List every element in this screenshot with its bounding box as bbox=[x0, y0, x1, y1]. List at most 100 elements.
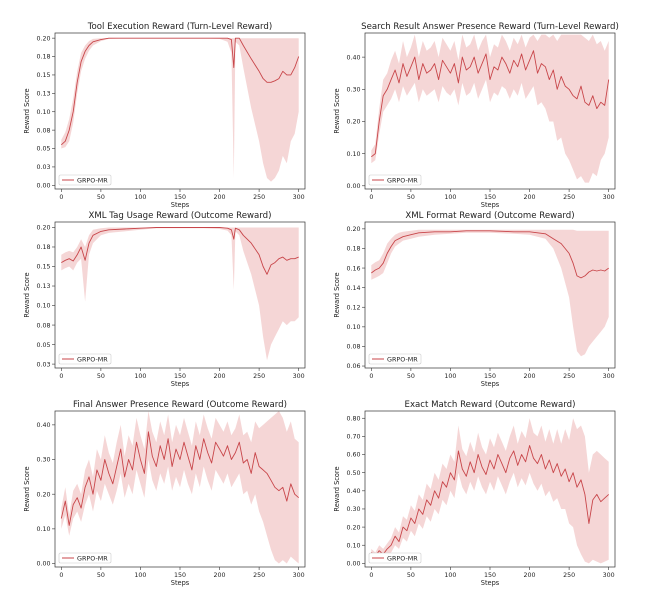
confidence-band bbox=[61, 38, 299, 182]
x-tick-label: 200 bbox=[524, 194, 536, 201]
y-tick-label: 0.05 bbox=[36, 146, 50, 153]
confidence-band bbox=[371, 34, 609, 183]
y-tick-label: 0.10 bbox=[346, 324, 360, 331]
legend-box bbox=[58, 174, 112, 186]
chart-panel: 0 50 100 150 200 250 300 0.00 0.10 0.20 0.30 0.40 Fi… bbox=[23, 400, 306, 587]
y-tick-label: 0.60 bbox=[346, 452, 360, 459]
legend-label: GRPO-MR bbox=[77, 554, 108, 562]
x-tick-label: 100 bbox=[444, 194, 456, 201]
confidence-band bbox=[61, 227, 299, 361]
y-axis-label: Reward Score bbox=[23, 272, 31, 317]
series-line bbox=[371, 230, 609, 279]
y-tick-label: 0.20 bbox=[36, 35, 50, 42]
legend-box bbox=[58, 353, 112, 365]
legend: GRPO-MR bbox=[368, 552, 422, 564]
x-axis-label: Steps bbox=[481, 201, 500, 209]
y-tick-label: 0.05 bbox=[36, 342, 50, 349]
x-tick-label: 300 bbox=[293, 572, 305, 579]
y-tick-label: 0.20 bbox=[36, 491, 50, 498]
x-tick-label: 200 bbox=[214, 373, 226, 380]
x-tick-label: 300 bbox=[603, 572, 615, 579]
y-tick-label: 0.10 bbox=[36, 526, 50, 533]
x-tick-label: 50 bbox=[407, 572, 415, 579]
x-tick-label: 200 bbox=[214, 194, 226, 201]
x-tick-label: 100 bbox=[444, 572, 456, 579]
y-tick-label: 0.00 bbox=[346, 561, 360, 568]
legend: GRPO-MR bbox=[58, 353, 112, 365]
x-tick-label: 300 bbox=[603, 194, 615, 201]
y-tick-label: 0.10 bbox=[36, 303, 50, 310]
x-tick-label: 0 bbox=[369, 373, 373, 380]
y-tick-label: 0.30 bbox=[346, 86, 360, 93]
series-line bbox=[60, 37, 300, 146]
legend-box bbox=[368, 174, 422, 186]
y-axis-label: Reward Score bbox=[23, 466, 31, 511]
y-tick-label: 0.20 bbox=[346, 524, 360, 531]
legend: GRPO-MR bbox=[368, 353, 422, 365]
y-tick-label: 0.16 bbox=[346, 265, 360, 272]
x-tick-label: 300 bbox=[293, 373, 305, 380]
y-tick-label: 0.40 bbox=[346, 488, 360, 495]
chart-title: Tool Execution Reward (Turn-Level Reward… bbox=[87, 22, 273, 32]
x-tick-label: 50 bbox=[407, 373, 415, 380]
x-tick-label: 0 bbox=[59, 194, 63, 201]
y-tick-label: 0.20 bbox=[346, 119, 360, 126]
y-axis-label: Reward Score bbox=[333, 272, 341, 317]
x-tick-label: 250 bbox=[253, 373, 265, 380]
x-tick-label: 50 bbox=[97, 373, 105, 380]
y-axis-label: Reward Score bbox=[333, 88, 341, 133]
y-tick-label: 0.15 bbox=[36, 72, 50, 79]
y-tick-label: 0.80 bbox=[346, 415, 360, 422]
legend: GRPO-MR bbox=[368, 174, 422, 186]
legend-box bbox=[368, 552, 422, 564]
y-tick-label: 0.14 bbox=[346, 285, 360, 292]
confidence-band bbox=[371, 229, 609, 357]
y-tick-label: 0.00 bbox=[346, 183, 360, 190]
x-tick-label: 250 bbox=[563, 373, 575, 380]
legend-label: GRPO-MR bbox=[387, 554, 418, 562]
x-tick-label: 300 bbox=[293, 194, 305, 201]
chart-title: Final Answer Presence Reward (Outcome Re… bbox=[73, 400, 287, 410]
x-axis-label: Steps bbox=[171, 579, 190, 587]
x-tick-label: 300 bbox=[603, 373, 615, 380]
x-axis-label: Steps bbox=[171, 380, 190, 388]
y-tick-label: 0.20 bbox=[346, 226, 360, 233]
y-tick-label: 0.18 bbox=[346, 246, 360, 253]
y-axis-label: Reward Score bbox=[23, 88, 31, 133]
x-tick-label: 150 bbox=[484, 572, 496, 579]
chart-title: Search Result Answer Presence Reward (Tu… bbox=[361, 22, 619, 32]
y-tick-label: 0.70 bbox=[346, 434, 360, 441]
y-tick-label: 0.08 bbox=[36, 127, 50, 134]
chart-title: XML Tag Usage Reward (Outcome Reward) bbox=[88, 211, 271, 221]
y-tick-label: 0.08 bbox=[36, 322, 50, 329]
chart-panel: 0 50 100 150 200 250 300 0.03 0.05 0.08 0.10 0.13 0.… bbox=[23, 211, 306, 388]
x-tick-label: 100 bbox=[134, 572, 146, 579]
y-tick-label: 0.40 bbox=[346, 54, 360, 61]
y-tick-label: 0.13 bbox=[36, 283, 50, 290]
y-tick-label: 0.00 bbox=[36, 561, 50, 568]
chart-title: Exact Match Reward (Outcome Reward) bbox=[405, 400, 576, 410]
y-tick-label: 0.10 bbox=[36, 109, 50, 116]
y-tick-label: 0.13 bbox=[36, 91, 50, 98]
y-tick-label: 0.40 bbox=[36, 422, 50, 429]
x-tick-label: 0 bbox=[59, 572, 63, 579]
x-tick-label: 250 bbox=[253, 572, 265, 579]
legend-label: GRPO-MR bbox=[77, 355, 108, 363]
y-tick-label: 0.10 bbox=[346, 151, 360, 158]
y-tick-label: 0.30 bbox=[36, 457, 50, 464]
x-tick-label: 200 bbox=[524, 572, 536, 579]
y-tick-label: 0.18 bbox=[36, 54, 50, 61]
y-tick-label: 0.03 bbox=[36, 164, 50, 171]
x-tick-label: 200 bbox=[214, 572, 226, 579]
x-tick-label: 100 bbox=[134, 373, 146, 380]
legend: GRPO-MR bbox=[58, 174, 112, 186]
confidence-band bbox=[371, 418, 609, 564]
legend-label: GRPO-MR bbox=[77, 176, 108, 184]
y-tick-label: 0.10 bbox=[346, 542, 360, 549]
x-tick-label: 50 bbox=[97, 572, 105, 579]
series-line bbox=[370, 445, 610, 557]
legend-label: GRPO-MR bbox=[387, 355, 418, 363]
x-tick-label: 150 bbox=[484, 373, 496, 380]
series-line bbox=[60, 431, 299, 526]
